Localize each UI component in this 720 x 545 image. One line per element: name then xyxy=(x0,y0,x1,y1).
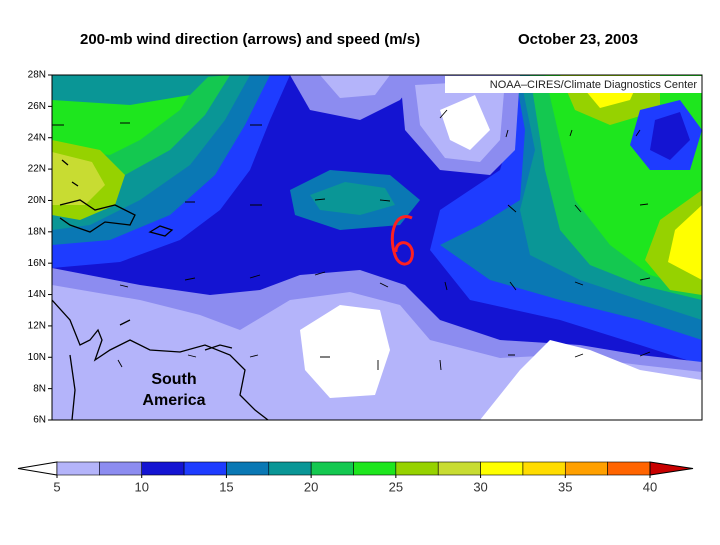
date: October 23, 2003 xyxy=(518,31,638,48)
credit: NOAA–CIRES/Climate Diagnostics Center xyxy=(490,79,698,91)
colorbar-swatch xyxy=(353,461,397,476)
colorbar-swatch xyxy=(56,461,100,476)
lat-label: 18N xyxy=(28,226,46,237)
colorbar-tick-label: 15 xyxy=(219,479,233,494)
lat-label: 26N xyxy=(28,101,46,112)
lat-label: 22N xyxy=(28,164,46,175)
region-label: South xyxy=(151,371,196,388)
colorbar: 5 10 15 20 25 30 35 40 xyxy=(17,461,694,494)
colorbar-swatch xyxy=(310,461,354,476)
colorbar-swatch xyxy=(522,461,566,476)
lat-label: 8N xyxy=(33,383,46,394)
colorbar-tick-label: 30 xyxy=(473,479,487,494)
colorbar-swatch xyxy=(268,461,312,476)
lat-label: 10N xyxy=(28,352,46,363)
colorbar-tick-label: 10 xyxy=(134,479,148,494)
colorbar-tick-label: 40 xyxy=(643,479,657,494)
title: 200-mb wind direction (arrows) and speed… xyxy=(80,31,420,48)
lat-label: 16N xyxy=(28,258,46,269)
contour-map: NOAA–CIRES/Climate Diagnostics Center So… xyxy=(51,74,703,421)
colorbar-tick-label: 25 xyxy=(389,479,403,494)
lat-label: 6N xyxy=(33,415,46,426)
colorbar-swatch xyxy=(480,461,524,476)
colorbar-swatch xyxy=(99,461,143,476)
colorbar-over xyxy=(649,461,694,476)
colorbar-swatch xyxy=(437,461,481,476)
lat-label: 28N xyxy=(28,70,46,81)
lat-axis: 28N 26N 24N 22N 20N 18N 16N 14N 12N 10N 8N 6N xyxy=(28,70,52,426)
colorbar-swatch xyxy=(395,461,439,476)
colorbar-tick-label: 35 xyxy=(558,479,572,494)
colorbar-swatch xyxy=(183,461,227,476)
colorbar-swatch xyxy=(226,461,270,476)
colorbar-swatch xyxy=(564,461,608,476)
colorbar-tick-label: 5 xyxy=(53,479,60,494)
colorbar-under xyxy=(17,461,58,476)
map-frame xyxy=(51,74,703,421)
lat-label: 20N xyxy=(28,195,46,206)
colorbar-tick-label: 20 xyxy=(304,479,318,494)
region-label: America xyxy=(142,392,205,409)
lat-label: 24N xyxy=(28,132,46,143)
colorbar-swatch xyxy=(607,461,651,476)
lat-label: 14N xyxy=(28,289,46,300)
lat-label: 12N xyxy=(28,321,46,332)
colorbar-swatch xyxy=(141,461,185,476)
